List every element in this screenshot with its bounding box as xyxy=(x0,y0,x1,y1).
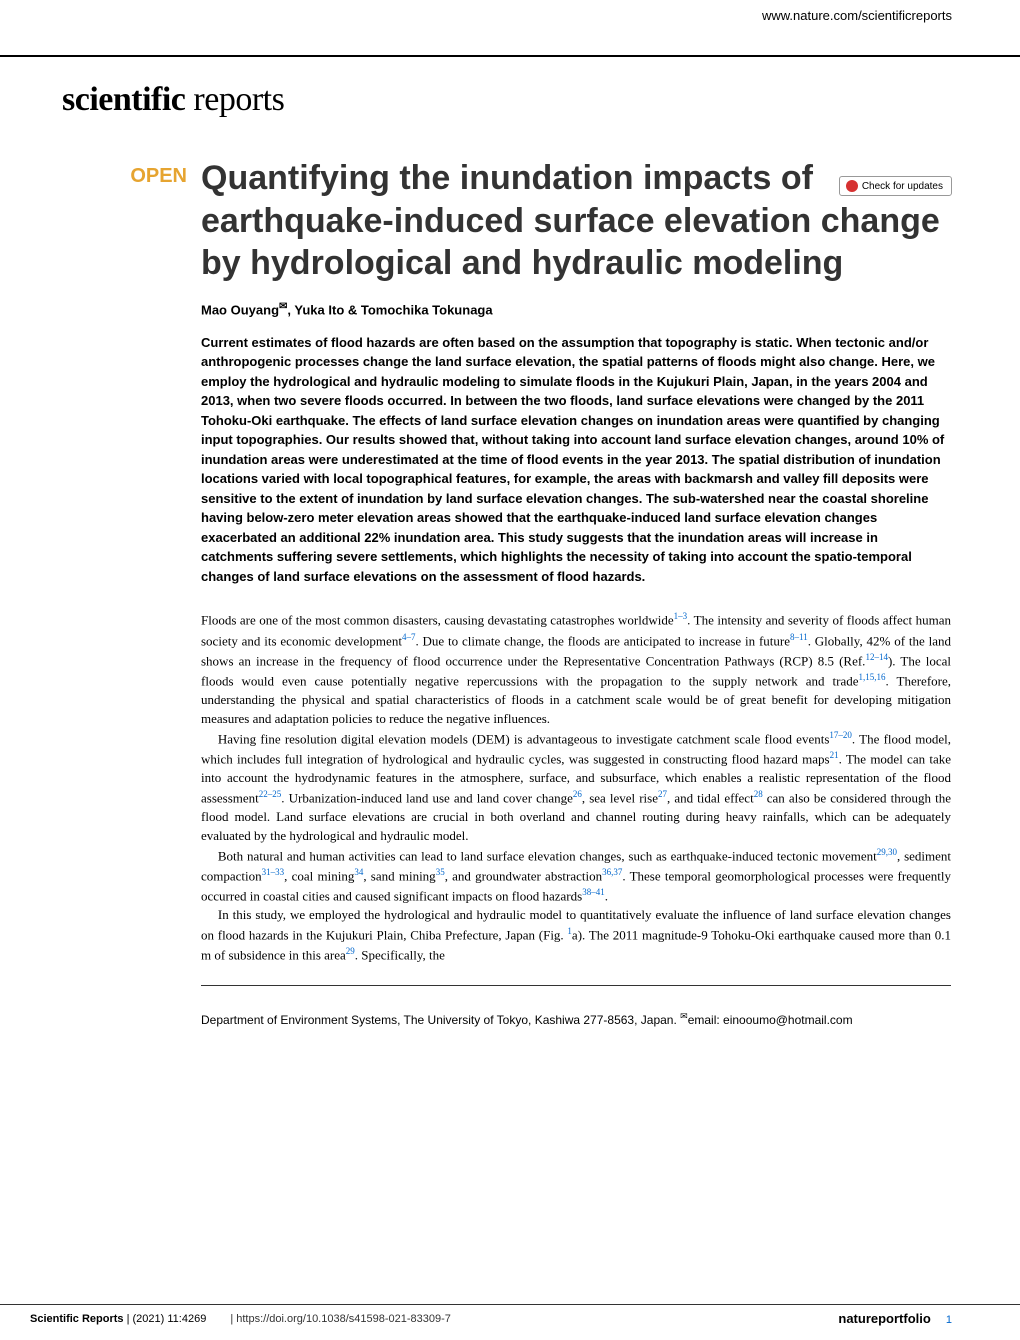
contact-email: einooumo@hotmail.com xyxy=(723,1013,853,1027)
author-1: Mao Ouyang xyxy=(201,302,279,317)
author-sep: & xyxy=(344,302,361,317)
ref-link[interactable]: 21 xyxy=(830,750,839,760)
journal-name-bold: scientific xyxy=(62,81,185,118)
footer-doi: | https://doi.org/10.1038/s41598-021-833… xyxy=(230,1313,451,1325)
affiliation: Department of Environment Systems, The U… xyxy=(201,1010,951,1029)
author-3: Tomochika Tokunaga xyxy=(361,302,493,317)
article-title: Quantifying the inundation impacts of ea… xyxy=(201,157,951,285)
footer-issue: (2021) 11:4269 xyxy=(133,1313,207,1325)
ref-link[interactable]: 28 xyxy=(754,789,763,799)
check-updates-button[interactable]: Check for updates xyxy=(839,176,952,196)
ref-link[interactable]: 1–3 xyxy=(674,611,688,621)
ref-link[interactable]: 17–20 xyxy=(829,730,852,740)
affiliation-divider xyxy=(201,985,951,986)
body-paragraph-2: Having fine resolution digital elevation… xyxy=(201,729,951,846)
ref-link[interactable]: 22–25 xyxy=(259,789,282,799)
ref-link[interactable]: 26 xyxy=(573,789,582,799)
article-body: Floods are one of the most common disast… xyxy=(201,610,951,965)
ref-link[interactable]: 29,30 xyxy=(877,847,897,857)
body-paragraph-3: Both natural and human activities can le… xyxy=(201,846,951,907)
check-updates-label: Check for updates xyxy=(862,181,943,192)
ref-link[interactable]: 4–7 xyxy=(402,632,416,642)
ref-link[interactable]: 8–11 xyxy=(790,632,808,642)
ref-link[interactable]: 27 xyxy=(658,789,667,799)
ref-link[interactable]: 36,37 xyxy=(602,867,622,877)
ref-link[interactable]: 35 xyxy=(436,867,445,877)
ref-link[interactable]: 38–41 xyxy=(582,887,605,897)
ref-link[interactable]: 34 xyxy=(354,867,363,877)
footer-journal: Scientific Reports xyxy=(30,1313,124,1325)
check-updates-icon xyxy=(846,180,858,192)
author-2: Yuka Ito xyxy=(294,302,344,317)
ref-link[interactable]: 12–14 xyxy=(865,652,888,662)
footer-publisher: natureportfolio xyxy=(838,1311,930,1326)
body-paragraph-1: Floods are one of the most common disast… xyxy=(201,610,951,728)
open-access-badge: OPEN xyxy=(62,157,187,188)
body-paragraph-4: In this study, we employed the hydrologi… xyxy=(201,906,951,965)
ref-link[interactable]: 1,15,16 xyxy=(859,672,886,682)
abstract: Current estimates of flood hazards are o… xyxy=(201,333,951,587)
journal-name-light: reports xyxy=(185,81,284,118)
author-list: Mao Ouyang✉, Yuka Ito & Tomochika Tokuna… xyxy=(201,301,951,317)
site-url: www.nature.com/scientificreports xyxy=(0,0,1020,27)
ref-link[interactable]: 31–33 xyxy=(262,867,285,877)
ref-link[interactable]: 29 xyxy=(346,946,355,956)
page-footer: Scientific Reports | (2021) 11:4269 | ht… xyxy=(0,1304,1020,1326)
page-number: 1 xyxy=(946,1314,952,1326)
journal-logo: scientific reports xyxy=(0,57,1020,127)
mail-icon: ✉ xyxy=(680,1011,688,1021)
